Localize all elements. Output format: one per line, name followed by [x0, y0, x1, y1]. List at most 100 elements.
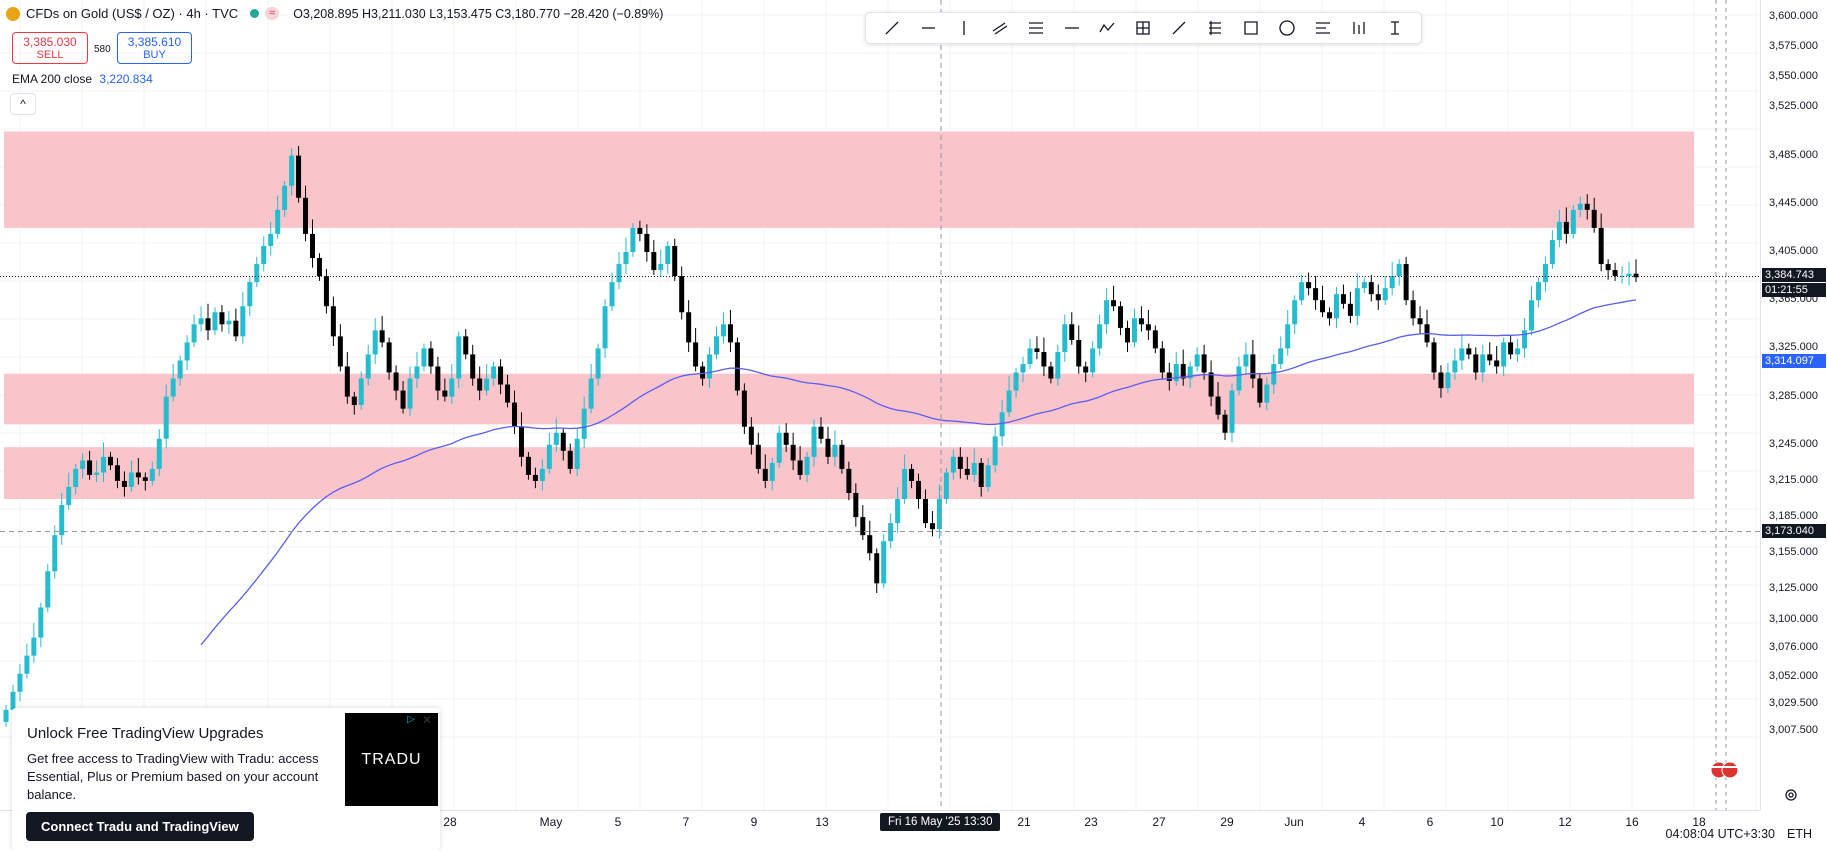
- close-icon[interactable]: ✕: [421, 713, 433, 727]
- candle-body: [1041, 352, 1047, 367]
- candle-body: [595, 348, 601, 379]
- candle-body: [1382, 288, 1388, 301]
- candle-body: [630, 227, 636, 253]
- circle-tool-button[interactable]: [1274, 15, 1300, 41]
- change-value: −28.420 (−0.89%): [563, 6, 664, 21]
- candle-body: [1619, 276, 1625, 278]
- sr-zone: [4, 373, 1694, 425]
- candle-body: [1152, 330, 1158, 349]
- ema-legend[interactable]: EMA 200 close 3,220.834: [12, 72, 153, 86]
- candle-body: [66, 486, 72, 506]
- symbol-title[interactable]: CFDs on Gold (US$ / OZ) · 4h · TVC: [26, 6, 239, 21]
- clock[interactable]: 04:08:04 UTC+3:30: [1665, 827, 1775, 841]
- price-axis-label: 3,100.000: [1769, 612, 1818, 625]
- symbol-legend[interactable]: CFDs on Gold (US$ / OZ) · 4h · TVC ≈ O3,…: [6, 6, 663, 21]
- drawing-toolbar: [865, 12, 1422, 44]
- candle-body: [316, 258, 322, 277]
- price-axis-label: 3,007.500: [1769, 723, 1818, 736]
- candle-body: [916, 480, 922, 500]
- price-range-icon: [1390, 21, 1399, 35]
- candle-body: [1347, 303, 1353, 316]
- candle-body: [254, 264, 260, 283]
- vertical-line-tool-button[interactable]: [951, 15, 977, 41]
- parallel-channel-tool-button[interactable]: [987, 15, 1013, 41]
- gear-icon[interactable]: [1784, 788, 1798, 802]
- candle-body: [1055, 352, 1061, 379]
- tradu-logo[interactable]: TRADU: [345, 713, 438, 806]
- candle-body: [1584, 203, 1590, 210]
- candle-body: [1222, 414, 1228, 433]
- gold-symbol-icon: [6, 6, 20, 21]
- collapse-legend-button[interactable]: ^: [10, 93, 36, 115]
- candle-body: [87, 460, 93, 475]
- candle-body: [950, 456, 956, 473]
- path-tool-button[interactable]: [1094, 15, 1120, 41]
- candle-body: [762, 468, 768, 481]
- price-chart[interactable]: [0, 0, 1819, 810]
- candle-body: [1410, 300, 1416, 319]
- pitchfork-tool-button[interactable]: [1166, 15, 1192, 41]
- price-axis[interactable]: 3,600.000 3,575.000 3,550.000 3,525.000 3,48…: [1760, 0, 1827, 810]
- candle-body: [456, 336, 462, 379]
- ema-price-tag: 3,314.097: [1762, 353, 1826, 368]
- currency-label[interactable]: ETH: [1787, 827, 1812, 841]
- candle-body: [637, 227, 643, 234]
- time-axis[interactable]: Fri 16 May '25 13:30 28 May 5 7 9 13 21 23 27 29 J…: [0, 810, 1760, 833]
- candle-body: [588, 378, 594, 409]
- vertical-line-icon: [963, 21, 965, 35]
- candle-body: [1124, 327, 1130, 343]
- horizontal-ray-tool-button[interactable]: [915, 15, 941, 41]
- candle-body: [128, 472, 134, 487]
- trend-line-tool-button[interactable]: [879, 15, 905, 41]
- candle-body: [1501, 342, 1507, 367]
- price-range-tool-button[interactable]: [1382, 15, 1408, 41]
- time-axis-label: 21: [1017, 815, 1031, 829]
- candle-body: [1466, 348, 1472, 355]
- buy-button[interactable]: 3,385.610 BUY: [117, 32, 192, 64]
- time-axis-label: 9: [750, 815, 758, 829]
- candle-body: [1452, 360, 1458, 373]
- regression-tool-button[interactable]: [1202, 15, 1228, 41]
- price-axis-label: 3,485.000: [1769, 148, 1818, 161]
- time-axis-label: 6: [1426, 815, 1434, 829]
- candle-body: [296, 155, 302, 198]
- candle-body: [1591, 209, 1597, 228]
- candle-body: [512, 402, 518, 427]
- candle-body: [727, 324, 733, 343]
- candle-body: [832, 444, 838, 457]
- candle-body: [623, 252, 629, 265]
- flags-icon[interactable]: [1710, 760, 1744, 780]
- fib-retracement-tool-button[interactable]: [1023, 15, 1049, 41]
- candle-body: [755, 444, 761, 469]
- candle-body: [191, 324, 197, 343]
- candle-body: [240, 306, 246, 337]
- connect-tradu-button[interactable]: Connect Tradu and TradingView: [26, 812, 254, 841]
- candle-body: [1090, 348, 1096, 373]
- price-axis-label: 3,405.000: [1769, 245, 1818, 257]
- candle-body: [1201, 354, 1207, 373]
- candle-body: [936, 499, 942, 530]
- candle-body: [1083, 366, 1089, 373]
- candle-body: [790, 444, 796, 461]
- gann-tool-button[interactable]: [1310, 15, 1336, 41]
- candle-body: [156, 438, 162, 469]
- candle-body: [351, 396, 357, 406]
- sell-button[interactable]: 3,385.030 SELL: [12, 32, 88, 64]
- ad-choices-icon[interactable]: ▷: [407, 714, 415, 725]
- rectangle-tool-button[interactable]: [1238, 15, 1264, 41]
- horizontal-line-tool-button[interactable]: [1059, 15, 1085, 41]
- rectangle-grid-tool-button[interactable]: [1130, 15, 1156, 41]
- candle-body: [720, 324, 726, 337]
- candle-body: [1459, 348, 1465, 361]
- rectangle-icon: [1244, 21, 1258, 35]
- time-axis-label: 12: [1558, 815, 1572, 829]
- candle-body: [1445, 372, 1451, 389]
- chart-pane[interactable]: [0, 0, 1819, 810]
- current-price-tag: 3,384.743: [1762, 268, 1826, 283]
- low-value: L3,153.475: [429, 6, 492, 21]
- candle-body: [414, 366, 420, 379]
- anchored-vwap-tool-button[interactable]: [1346, 15, 1372, 41]
- candle-body: [233, 320, 239, 337]
- circle-icon: [1279, 20, 1295, 36]
- candle-body: [922, 499, 928, 524]
